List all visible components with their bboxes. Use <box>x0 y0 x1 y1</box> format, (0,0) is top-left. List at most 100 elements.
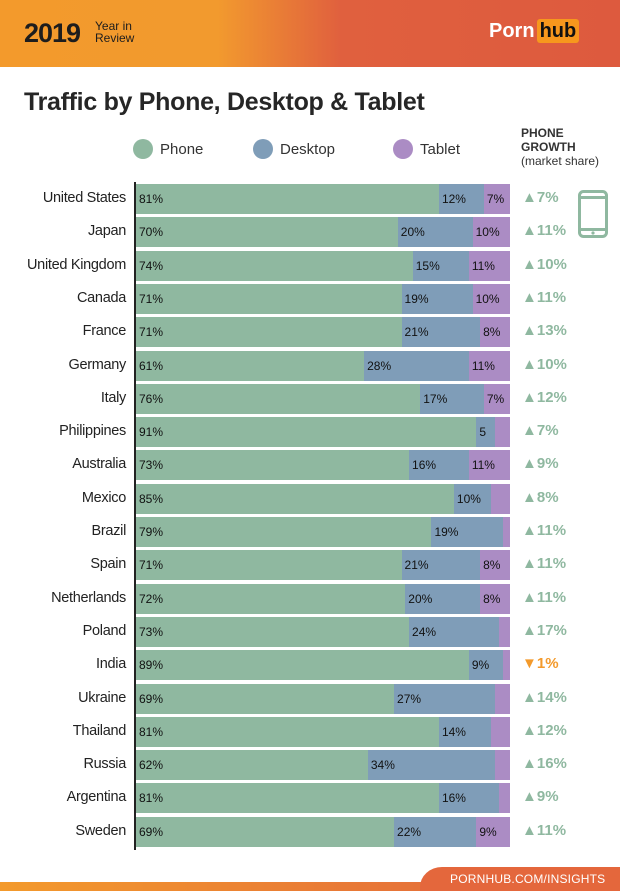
chart-row: Japan 70% 20% 10% ▲11% <box>0 217 620 248</box>
data-label: 69% <box>139 824 164 839</box>
data-label: 27% <box>397 691 422 706</box>
category-label: Brazil <box>91 523 127 539</box>
chart-row: Russia 62% 34% ▲16% <box>0 750 620 781</box>
phone-segment: 72% <box>136 583 406 614</box>
insights-link[interactable]: PORNHUB.COM/INSIGHTS <box>450 872 606 886</box>
chart-row: Australia 73% 16% 11% ▲9% <box>0 450 620 481</box>
phone-growth-value: ▲8% <box>522 488 559 506</box>
tablet-segment <box>498 783 510 814</box>
data-label: 7% <box>486 391 505 406</box>
growth-header-line3: (market share) <box>521 154 600 168</box>
tablet-segment: 8% <box>480 550 510 581</box>
data-label: 62% <box>139 758 164 773</box>
legend-label: Desktop <box>280 140 336 158</box>
tablet-segment: 11% <box>468 450 510 481</box>
category-label: Canada <box>77 289 126 306</box>
category-label: Sweden <box>75 822 126 839</box>
chart-row: France 71% 21% 8% ▲13% <box>0 317 620 348</box>
tablet-segment: 7% <box>483 184 510 214</box>
chart-row: Spain 71% 21% 8% ▲11% <box>0 550 620 581</box>
phone-growth-value: ▲14% <box>522 688 567 706</box>
stacked-bar: 71% 19% 10% <box>136 283 510 314</box>
growth-header-line1: PHONE <box>521 126 564 140</box>
tablet-segment: 10% <box>472 283 510 314</box>
phone-growth-value: ▲10% <box>522 355 567 373</box>
data-label: 20% <box>408 591 433 606</box>
phone-growth-value: ▲11% <box>522 821 567 839</box>
data-label: 28% <box>367 358 392 373</box>
desktop-segment: 20% <box>405 583 481 614</box>
phone-segment: 69% <box>136 683 395 714</box>
data-label: 15% <box>415 258 440 273</box>
phone-growth-value: ▲11% <box>522 288 567 306</box>
phone-segment: 81% <box>136 184 439 214</box>
data-label: 16% <box>441 791 466 806</box>
desktop-segment: 9% <box>468 650 503 681</box>
tablet-segment: 7% <box>483 383 510 414</box>
phone-growth-value: ▲7% <box>522 189 559 206</box>
data-label: 73% <box>139 624 164 639</box>
chart-row: Sweden 69% 22% 9% ▲11% <box>0 816 620 847</box>
data-label: 10% <box>475 291 500 306</box>
phone-growth-value: ▲11% <box>522 522 567 539</box>
data-label: 10% <box>456 491 481 506</box>
phone-segment: 71% <box>136 317 402 348</box>
category-label: Philippines <box>59 423 126 440</box>
category-label: Germany <box>68 356 126 373</box>
desktop-segment: 24% <box>409 616 499 647</box>
phone-segment: 61% <box>136 350 365 381</box>
tablet-segment: 8% <box>480 317 510 348</box>
tablet-segment <box>495 417 510 448</box>
logo: Porn hub <box>489 19 580 43</box>
phone-growth-value: ▲11% <box>522 555 567 573</box>
phone-growth-value: ▲10% <box>522 255 567 273</box>
desktop-segment: 22% <box>394 816 477 847</box>
data-label: 9% <box>479 824 497 839</box>
category-label: India <box>96 656 126 673</box>
category-label: France <box>82 323 127 340</box>
desktop-segment: 5 <box>476 417 496 448</box>
stacked-bar: 79% 19% <box>136 517 510 547</box>
data-label: 71% <box>139 558 164 573</box>
data-label: 16% <box>412 458 437 473</box>
data-label: 24% <box>412 624 437 639</box>
data-label: 76% <box>139 391 164 406</box>
stacked-bar: 69% 22% 9% <box>136 816 510 847</box>
category-label: Italy <box>100 389 126 406</box>
desktop-segment: 19% <box>431 517 503 547</box>
phone-segment: 69% <box>136 816 395 847</box>
data-label: 71% <box>139 291 164 306</box>
tablet-segment: 9% <box>476 816 510 847</box>
data-label: 69% <box>139 691 164 706</box>
chart-row: Germany 61% 28% 11% ▲10% <box>0 350 620 381</box>
data-label: 12% <box>441 192 466 206</box>
tablet-segment <box>498 616 510 647</box>
data-label: 5 <box>479 425 487 440</box>
phone-growth-value: ▲9% <box>522 455 559 473</box>
data-label: 8% <box>483 325 501 340</box>
phone-segment: 73% <box>136 450 410 481</box>
chart-row: Netherlands 72% 20% 8% ▲11% <box>0 583 620 614</box>
chart-row: Argentina 81% 16% ▲9% <box>0 783 620 814</box>
data-label: 89% <box>139 658 164 673</box>
data-label: 10% <box>475 225 500 240</box>
category-label: Russia <box>83 756 126 773</box>
y-axis-line <box>134 182 136 850</box>
phone-growth-value: ▲12% <box>522 388 567 406</box>
stacked-bar: 61% 28% 11% <box>136 350 510 381</box>
desktop-segment: 27% <box>394 683 496 714</box>
footer-strip <box>0 882 620 891</box>
stacked-bar: 70% 20% 10% <box>136 217 510 248</box>
desktop-segment: 16% <box>438 783 499 814</box>
year: 2019 <box>24 18 81 48</box>
stacked-bar: 71% 21% 8% <box>136 317 510 348</box>
growth-header-line2: GROWTH <box>521 140 576 154</box>
data-label: 81% <box>139 724 164 739</box>
data-label: 11% <box>471 458 495 473</box>
data-label: 73% <box>139 458 164 473</box>
desktop-segment: 16% <box>409 450 469 481</box>
stacked-bar: 81% 14% <box>136 716 510 747</box>
phone-segment: 89% <box>136 650 469 681</box>
data-label: 19% <box>404 291 429 306</box>
tablet-segment: 11% <box>468 350 510 381</box>
